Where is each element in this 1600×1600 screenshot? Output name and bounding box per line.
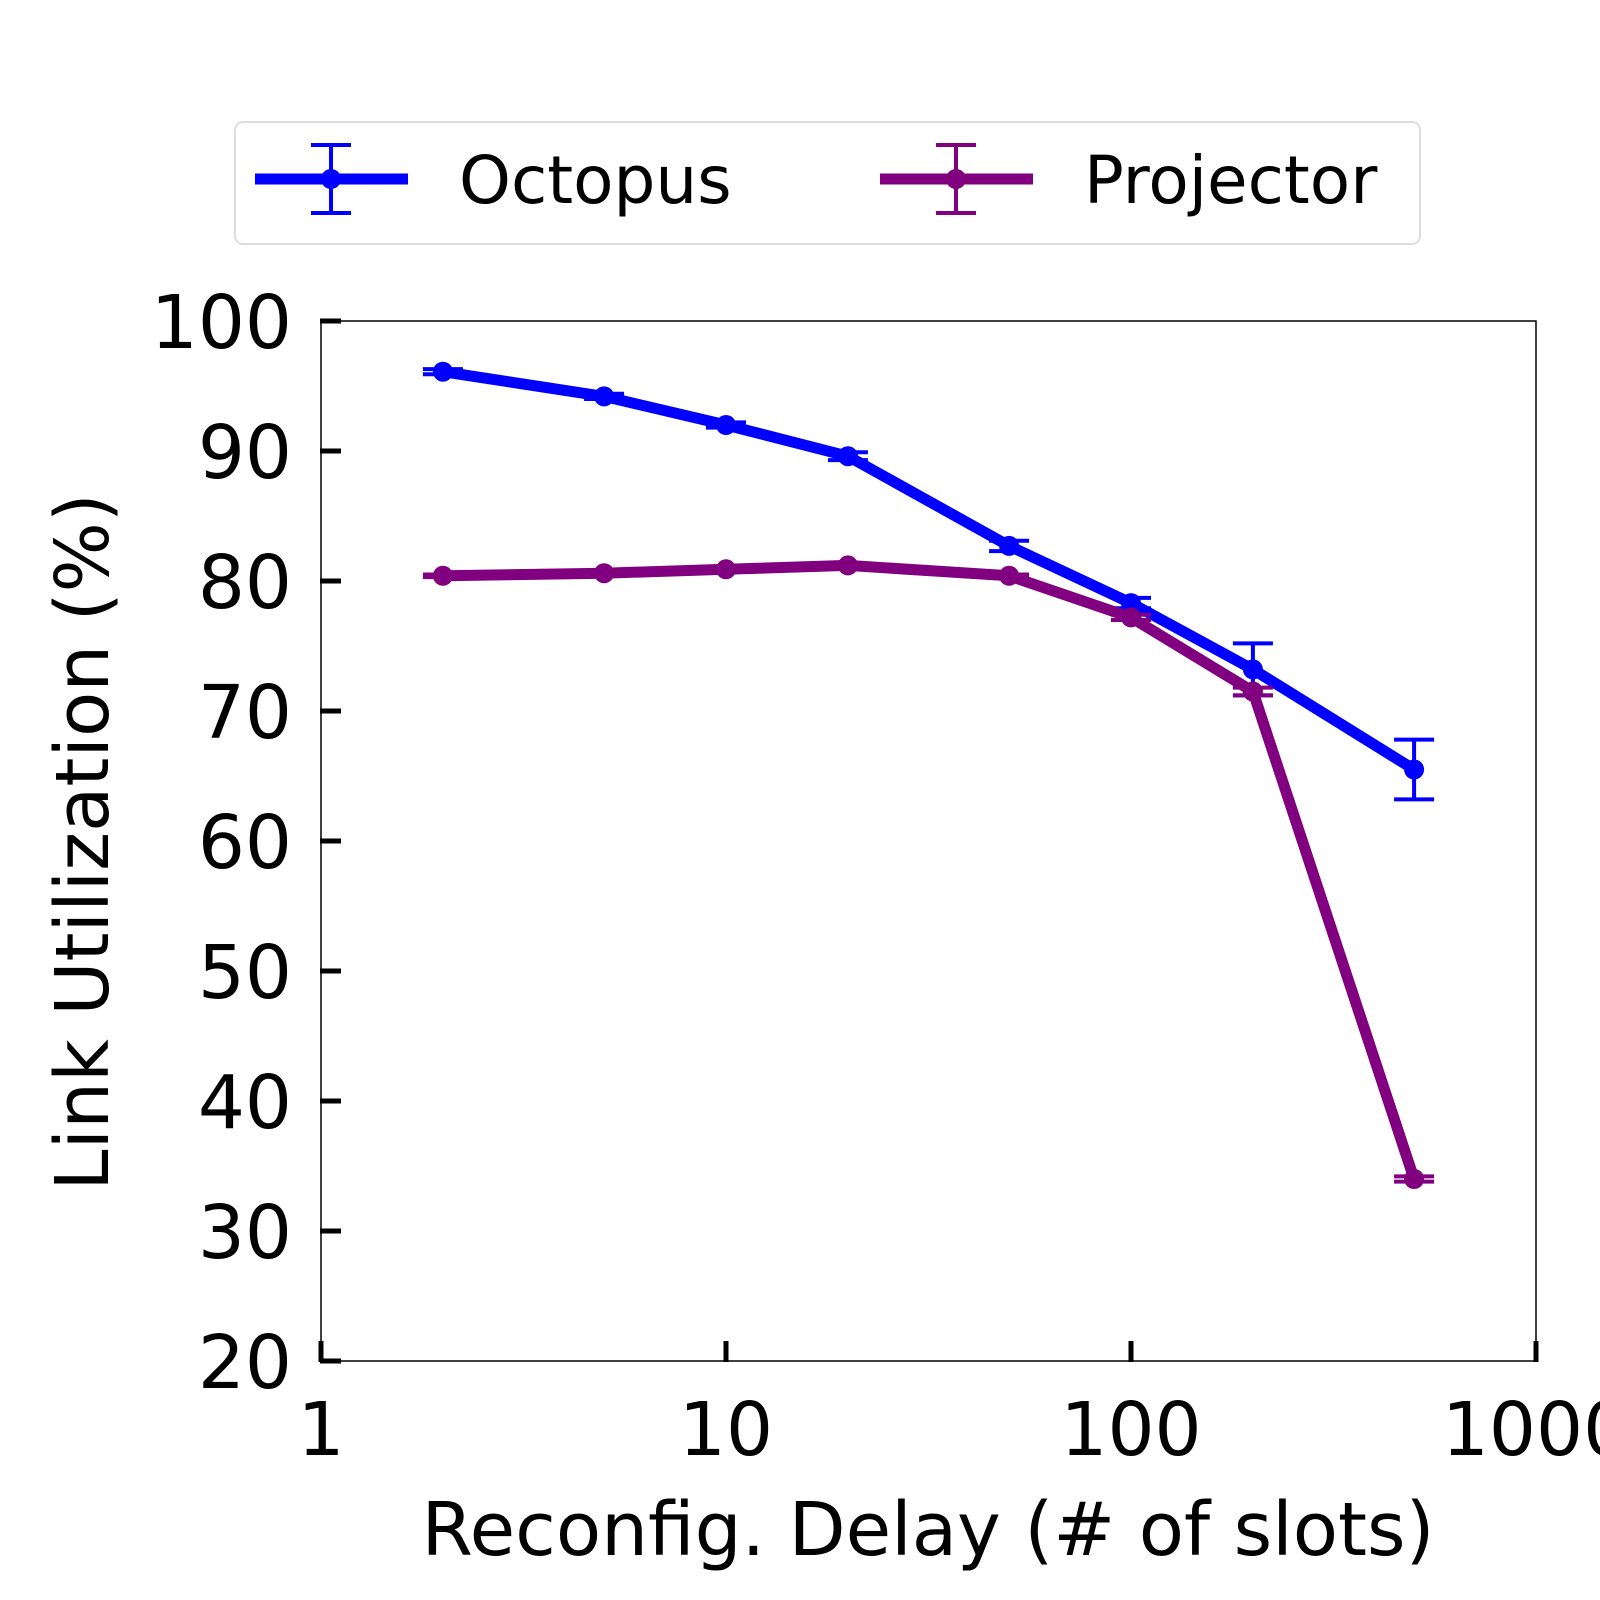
y-axis-title: Link Utilization (%) [40,493,126,1190]
y-tick-label: 90 [198,410,292,496]
series-line [437,366,1420,775]
series-layer [422,361,1435,1189]
y-tick-label: 30 [198,1190,292,1276]
legend-box [234,121,1421,245]
x-axis-title: Reconfig. Delay (# of slots) [422,1487,1435,1573]
data-point [594,563,615,584]
legend-label: Octopus [459,142,732,219]
data-point [716,415,736,435]
series-line [437,559,1420,1185]
data-point [432,361,453,382]
x-tick-label: 100 [1060,1387,1201,1473]
data-point [999,565,1020,586]
legend: Octopus Projector [234,121,1421,245]
y-axis: 20 30 40 50 60 70 80 90 100 [151,280,341,1406]
data-point [432,565,453,586]
data-point [837,446,858,467]
y-tick-label: 60 [198,800,292,886]
legend-entry-projector: Projector [880,142,1378,219]
data-point [1404,759,1425,780]
data-point [837,555,858,576]
y-tick-label: 100 [151,280,292,366]
x-tick-label: 1000 [1442,1387,1600,1473]
legend-label: Projector [1084,142,1378,219]
x-tick-label: 10 [679,1387,773,1473]
series-projector [422,555,1435,1189]
y-tick-label: 40 [198,1060,292,1146]
x-axis: 1 10 100 1000 [297,1341,1600,1473]
data-point [1242,681,1263,702]
data-point [1121,607,1141,628]
data-point [1404,1169,1425,1189]
y-tick-label: 70 [198,670,292,756]
data-point [1121,593,1141,614]
data-point [594,386,615,407]
data-point [1242,659,1263,680]
data-point [999,535,1020,556]
data-point [716,559,736,580]
plot-area [320,320,1537,1362]
y-tick-label: 80 [198,540,292,626]
legend-entry-octopus: Octopus [255,142,732,219]
legend-swatch [880,143,1033,215]
y-tick-label: 20 [198,1320,292,1406]
legend-swatch [255,143,408,215]
y-tick-label: 50 [198,930,292,1016]
series-octopus [422,361,1435,802]
x-tick-label: 1 [297,1387,344,1473]
